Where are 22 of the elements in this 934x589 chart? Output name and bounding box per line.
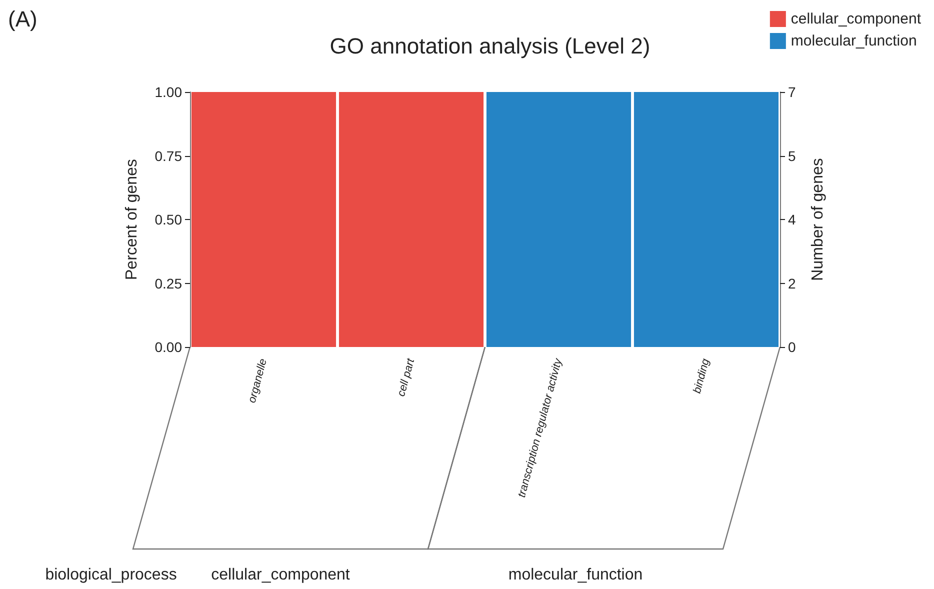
- legend-label: molecular_function: [790, 32, 917, 50]
- text: (A): [8, 6, 38, 32]
- x-tick-label: binding: [691, 356, 712, 395]
- y2-tick-label: 0: [788, 339, 796, 355]
- y2-axis-title: Number of genes: [810, 158, 826, 281]
- y-axis-title: Percent of genes: [124, 159, 140, 280]
- text: biological_process: [45, 566, 177, 584]
- y2-tick-label: 2: [788, 275, 796, 292]
- x-tick-label: cell part: [395, 356, 418, 398]
- text: molecular_function: [508, 566, 643, 584]
- y-tick-label: 0.75: [154, 148, 182, 164]
- y-tick-label: 0.25: [154, 275, 182, 292]
- text: cellular_component: [211, 566, 350, 584]
- y2-tick-label: 7: [788, 84, 796, 100]
- y2-tick-label: 4: [788, 212, 796, 228]
- y-tick-label: 1.00: [154, 84, 182, 100]
- chart-title: GO annotation analysis (Level 2): [330, 34, 650, 58]
- y2-tick-label: 5: [788, 148, 796, 164]
- y-tick-label: 0.50: [154, 212, 182, 228]
- y-tick-label: 0.00: [154, 339, 182, 355]
- legend-label: cellular_component: [790, 10, 922, 28]
- x-tick-label: organelle: [246, 357, 270, 404]
